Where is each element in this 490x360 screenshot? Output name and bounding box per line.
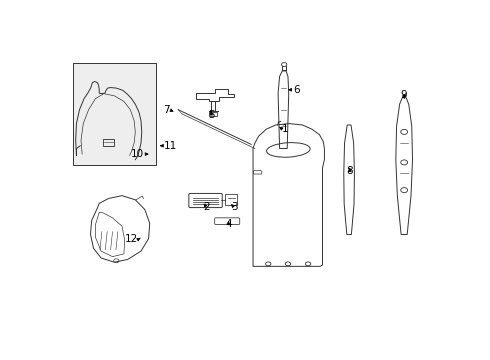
Text: 7: 7 [163,105,170,115]
Text: 9: 9 [401,90,408,100]
Bar [73,63,156,165]
Bar [225,194,238,205]
Text: 6: 6 [293,85,299,95]
Bar [103,139,115,146]
Text: 10: 10 [131,149,144,159]
Text: 5: 5 [208,110,215,120]
Text: 1: 1 [281,123,288,134]
Text: 3: 3 [231,202,237,212]
Text: 8: 8 [346,166,353,176]
Text: 12: 12 [125,234,138,244]
Text: 2: 2 [203,202,210,212]
Bar [209,112,217,116]
Text: 11: 11 [164,141,177,151]
Text: 4: 4 [225,220,232,229]
